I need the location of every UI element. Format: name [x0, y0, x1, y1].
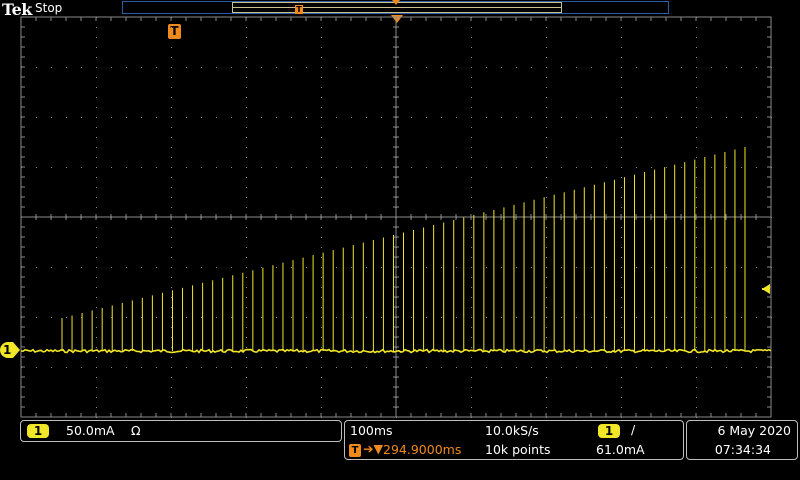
timebase-value: 100ms	[350, 423, 393, 438]
trigger-delay-value: 294.9000ms	[383, 442, 461, 457]
trigger-slope-rising-icon: /	[631, 422, 635, 437]
channel-1-scale: 50.0mA	[66, 423, 115, 438]
sample-rate-value: 10.0kS/s	[485, 423, 539, 438]
date-value: 6 May 2020	[717, 423, 791, 438]
graticule	[21, 17, 772, 418]
date-time-readout: 6 May 2020 07:34:34	[686, 420, 798, 460]
channel-1-ground-marker[interactable]: 1	[0, 342, 20, 358]
trigger-arrow-icon: ➔▼	[363, 441, 383, 456]
trigger-level-marker-icon[interactable]	[762, 284, 770, 294]
channel-1-readout[interactable]: 1 50.0mA Ω	[20, 420, 342, 442]
channel-1-badge: 1	[27, 424, 49, 438]
record-length-value: 10k points	[485, 442, 551, 457]
horizontal-readout[interactable]: 100ms 10.0kS/s T ➔▼ 294.9000ms 10k point…	[344, 420, 684, 460]
trigger-level-value: 61.0mA	[596, 442, 645, 457]
trigger-source-badge: 1	[598, 424, 620, 438]
coupling-ohm-icon: Ω	[131, 423, 141, 438]
channel-1-marker-label: 1	[3, 342, 11, 358]
time-value: 07:34:34	[715, 442, 771, 457]
trigger-delay-icon: T	[349, 444, 361, 457]
